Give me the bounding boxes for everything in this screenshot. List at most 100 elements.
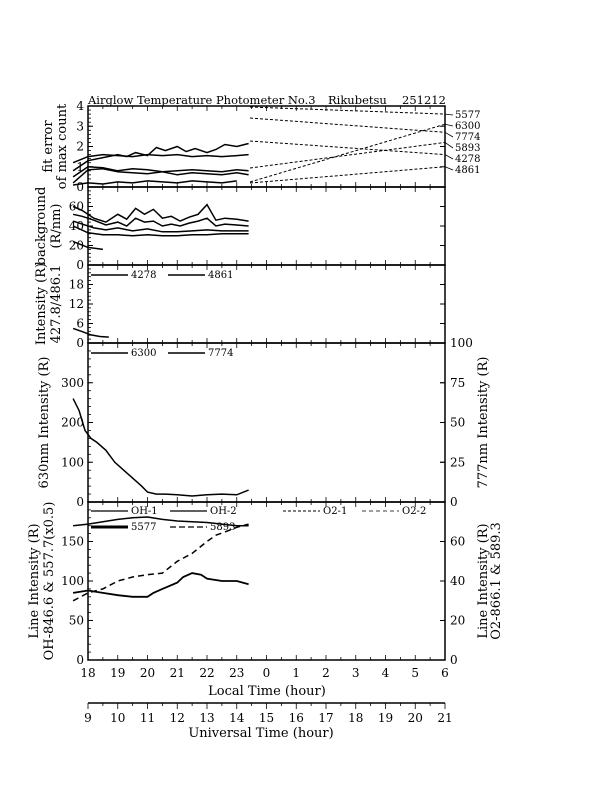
series-line-line-intensity-0 [73, 516, 249, 527]
legend-label-line-intensity: 5893 [210, 522, 235, 533]
y-axis-title-fit-error: of max count [55, 103, 70, 189]
series-line-fit-error-1 [72, 142, 249, 172]
y-tick-label-intensity-4278-4861: 0 [76, 336, 84, 350]
y-tick-label-background: 0 [76, 258, 84, 272]
ut-tick-label: 17 [318, 711, 333, 725]
y-tick-label-fit-error: 4 [76, 99, 84, 113]
ut-tick-label: 13 [199, 711, 214, 725]
series-line-intensity-6300-7774-0 [72, 398, 249, 497]
series-line-fit-error-0 [72, 153, 249, 164]
ut-tick-label: 9 [84, 711, 92, 725]
y-axis-title-intensity-4278-4861: 427.8/486.1 [49, 265, 64, 344]
y-right-tick-label-line-intensity: 0 [450, 653, 458, 667]
series-line-line-intensity-2 [72, 523, 249, 602]
series-line-intensity-4278-4861-0 [72, 327, 109, 338]
y-right-tick-label-line-intensity: 20 [450, 614, 465, 628]
chart-title: Airglow Temperature Photometer No.3 [87, 93, 316, 107]
y-axis-title-background: (R/nm) [49, 203, 64, 248]
right-label-connector [444, 154, 454, 160]
ut-tick-label: 16 [289, 711, 304, 725]
y-tick-label-fit-error: 0 [76, 180, 84, 194]
local-time-tick-label: 4 [382, 666, 390, 680]
y-tick-label-intensity-6300-7774: 200 [61, 416, 84, 430]
y-tick-label-intensity-4278-4861: 18 [69, 278, 84, 292]
right-label-connector [444, 131, 454, 138]
y-axis-title-fit-error: fit error [41, 120, 56, 173]
ut-tick-label: 18 [348, 711, 363, 725]
y-right-tick-label-intensity-6300-7774: 0 [450, 495, 458, 509]
right-series-label: 5577 [455, 110, 480, 121]
y-tick-label-background: 60 [69, 200, 84, 214]
y-axis-title-intensity-4278-4861: Intensity (R) [34, 263, 49, 345]
y-tick-label-fit-error: 3 [76, 119, 84, 133]
y-tick-label-intensity-4278-4861: 6 [76, 317, 84, 331]
right-label-connector [444, 166, 454, 171]
ut-tick-label: 12 [170, 711, 185, 725]
panel-frame-fit-error [87, 105, 446, 188]
right-label-connector [444, 113, 454, 116]
ut-tick-label: 15 [259, 711, 274, 725]
y-tick-label-background: 40 [69, 219, 84, 233]
right-label-connector [444, 142, 454, 149]
legend-label-intensity-4278-4861: 4278 [131, 270, 156, 281]
panel-frame-intensity-6300-7774 [87, 342, 446, 503]
y-axis-title-intensity-6300-7774: 630nm Intensity (R) [37, 357, 52, 489]
right-label-connector [249, 140, 446, 156]
y-right-tick-label-intensity-6300-7774: 25 [450, 455, 465, 469]
y-tick-label-line-intensity: 0 [76, 653, 84, 667]
y-tick-label-line-intensity: 150 [61, 535, 84, 549]
ut-tick-label: 11 [140, 711, 155, 725]
ut-tick-label: 14 [229, 711, 245, 725]
y-tick-label-background: 20 [69, 239, 84, 253]
series-line-background-2 [72, 220, 249, 233]
local-time-tick-label: 0 [263, 666, 271, 680]
local-time-tick-label: 6 [441, 666, 449, 680]
right-series-label: 5893 [455, 143, 480, 154]
legend-label-intensity-4278-4861: 4861 [208, 270, 233, 281]
ut-tick-label: 19 [378, 711, 393, 725]
right-label-connector [249, 141, 446, 169]
local-time-axis-title: Local Time (hour) [208, 684, 326, 699]
right-series-label: 4861 [455, 165, 480, 176]
y-right-tick-label-line-intensity: 60 [450, 535, 465, 549]
ut-tick-label: 10 [110, 711, 125, 725]
right-series-label: 6300 [455, 121, 480, 132]
panel-frame-background [87, 186, 446, 266]
legend-label-intensity-6300-7774: 6300 [131, 348, 156, 359]
ut-tick-label: 20 [408, 711, 423, 725]
right-label-connector [249, 123, 446, 183]
y-right-tick-label-intensity-6300-7774: 100 [450, 336, 473, 350]
y-right-axis-title-intensity-6300-7774: 777nm Intensity (R) [476, 357, 491, 489]
series-line-background-1 [72, 213, 249, 227]
y-tick-label-intensity-4278-4861: 12 [69, 297, 84, 311]
y-right-tick-label-intensity-6300-7774: 75 [450, 376, 465, 390]
ut-axis-title: Universal Time (hour) [188, 726, 333, 741]
y-axis-title-line-intensity: Line Intensity (R) [27, 523, 42, 638]
right-label-connector [249, 117, 446, 133]
series-line-line-intensity-1 [72, 572, 249, 598]
chart-date: 251212 [402, 93, 446, 107]
legend-label-intensity-6300-7774: 7774 [208, 348, 233, 359]
right-label-connector [444, 123, 454, 127]
legend-label-line-intensity: O2-1 [323, 506, 347, 517]
y-tick-label-fit-error: 2 [76, 140, 84, 154]
legend-label-line-intensity: 5577 [131, 522, 156, 533]
local-time-tick-label: 2 [322, 666, 330, 680]
local-time-tick-label: 1 [292, 666, 300, 680]
y-tick-label-line-intensity: 50 [69, 614, 84, 628]
series-line-fit-error-4 [72, 180, 237, 186]
y-tick-label-intensity-6300-7774: 0 [76, 495, 84, 509]
y-tick-label-intensity-6300-7774: 100 [61, 455, 84, 469]
local-time-tick-label: 23 [229, 666, 244, 680]
local-time-tick-label: 22 [199, 666, 214, 680]
series-line-fit-error-3 [72, 168, 249, 184]
series-line-background-3 [72, 225, 249, 237]
station-name: Rikubetsu [328, 93, 387, 107]
y-right-axis-title-line-intensity: Line Intensity (R) [476, 523, 491, 638]
right-series-label: 4278 [455, 154, 480, 165]
y-right-axis-title-line-intensity: O2-866.1 & 589.3 [489, 522, 504, 640]
y-axis-title-line-intensity: OH-846.6 & 557.7(x0.5) [42, 502, 57, 661]
local-time-tick-label: 21 [170, 666, 185, 680]
